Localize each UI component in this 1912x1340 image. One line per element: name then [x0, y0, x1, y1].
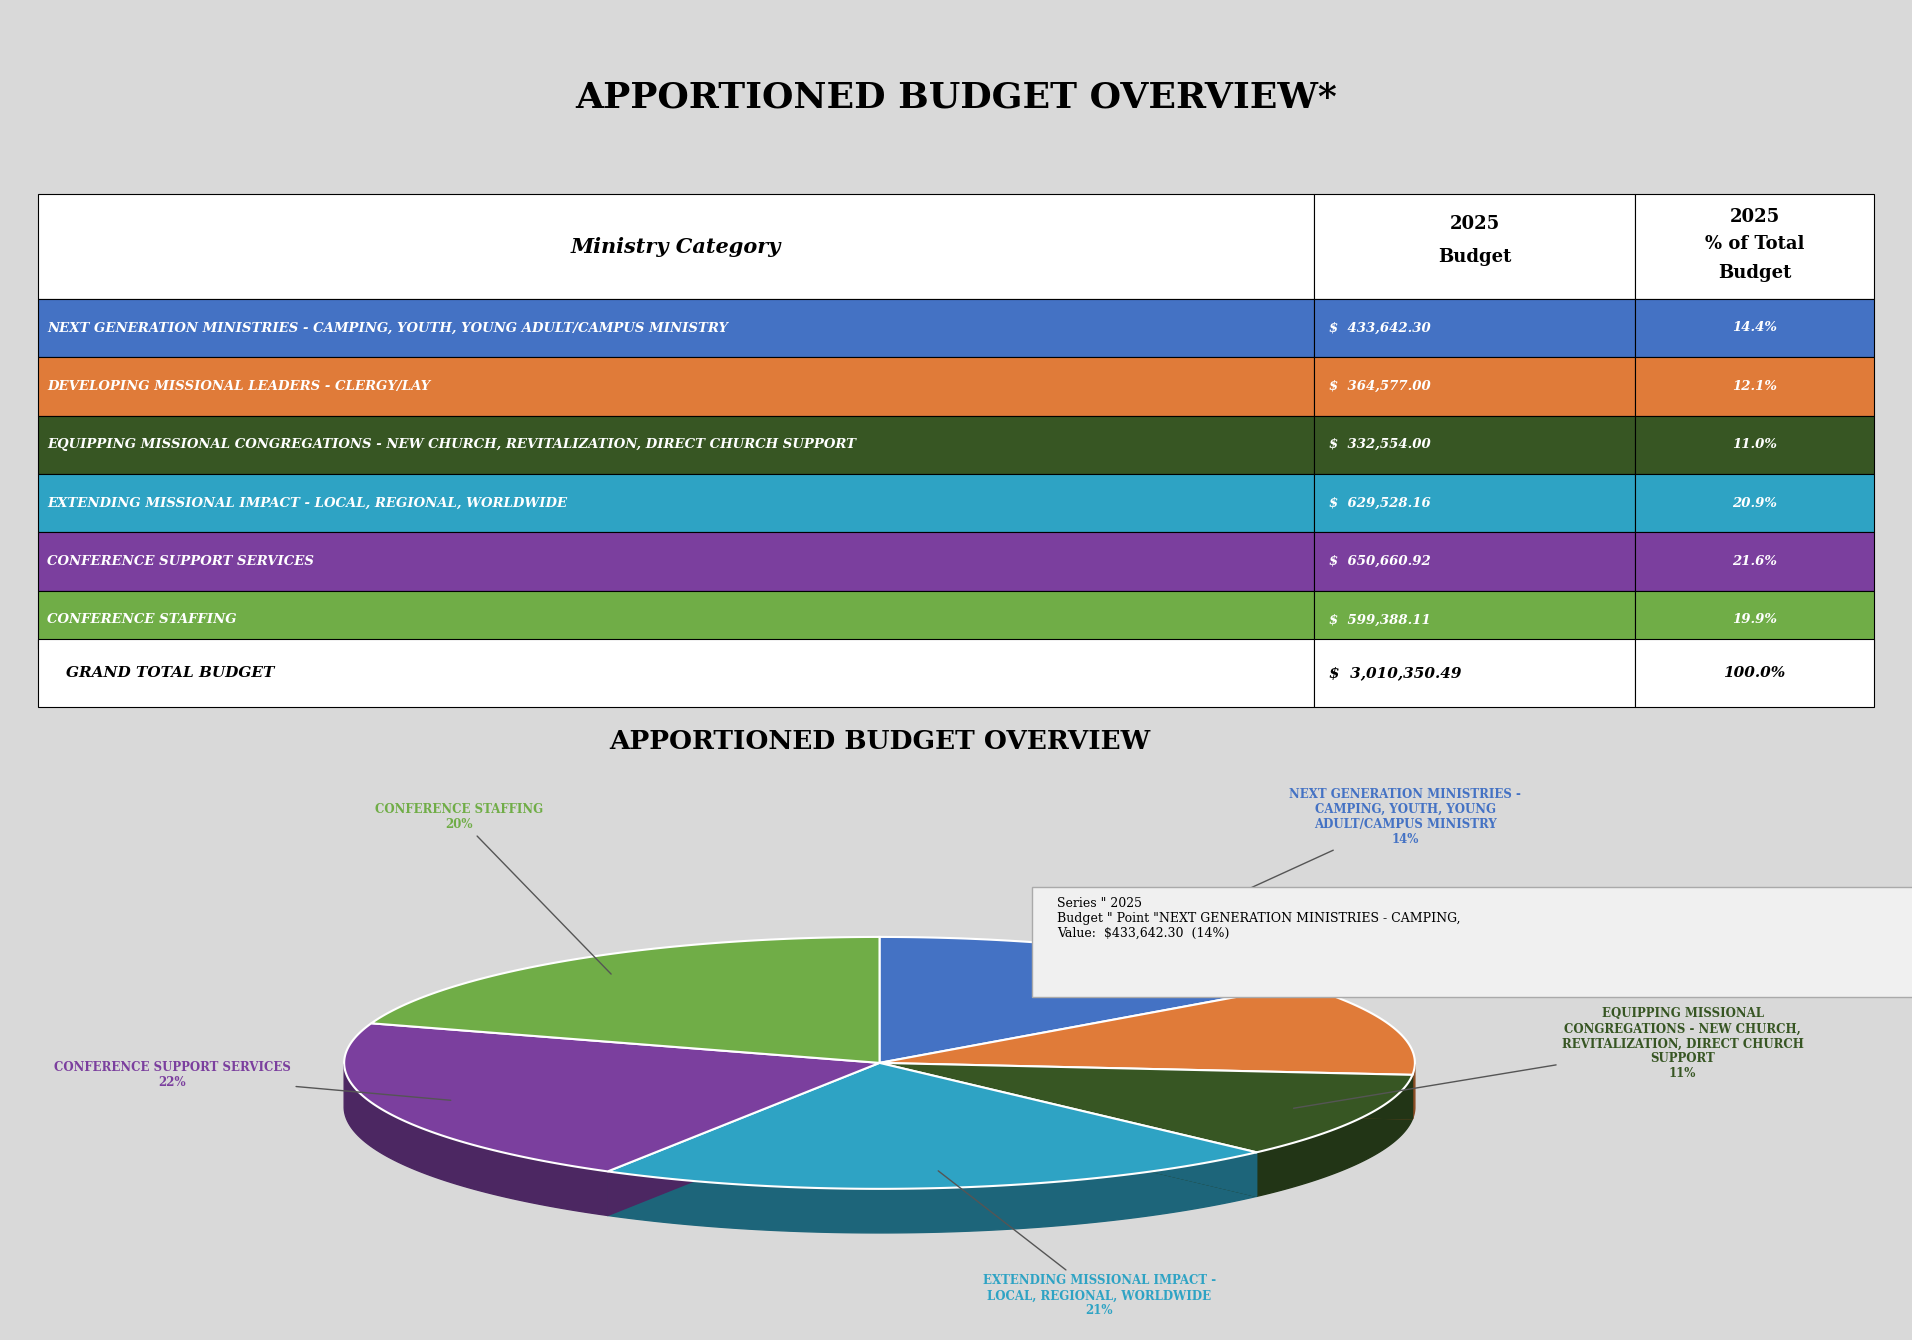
Text: DEVELOPING MISSIONAL LEADERS - CLERGY/LAY: DEVELOPING MISSIONAL LEADERS - CLERGY/LA…: [48, 379, 430, 393]
Bar: [1314, 532, 1635, 591]
Text: CONFERENCE STAFFING
20%: CONFERENCE STAFFING 20%: [375, 803, 612, 974]
Text: EXTENDING MISSIONAL IMPACT - LOCAL, REGIONAL, WORLDWIDE: EXTENDING MISSIONAL IMPACT - LOCAL, REGI…: [48, 497, 568, 509]
Text: 20.9%: 20.9%: [1732, 497, 1776, 509]
Polygon shape: [1256, 1075, 1413, 1197]
Text: $  629,528.16: $ 629,528.16: [1329, 497, 1430, 509]
Polygon shape: [880, 1063, 1256, 1197]
Polygon shape: [608, 1063, 1256, 1189]
Text: GRAND TOTAL BUDGET: GRAND TOTAL BUDGET: [65, 666, 273, 681]
Text: Ministry Category: Ministry Category: [572, 237, 782, 256]
Polygon shape: [608, 1152, 1256, 1233]
Text: NEXT GENERATION MINISTRIES -
CAMPING, YOUTH, YOUNG
ADULT/CAMPUS MINISTRY
14%: NEXT GENERATION MINISTRIES - CAMPING, YO…: [1080, 788, 1522, 965]
Bar: [38, 358, 1314, 415]
FancyBboxPatch shape: [1032, 887, 1912, 997]
Text: 11.0%: 11.0%: [1732, 438, 1776, 452]
Text: 21.6%: 21.6%: [1732, 555, 1776, 568]
Text: $  433,642.30: $ 433,642.30: [1329, 322, 1430, 335]
Polygon shape: [880, 985, 1415, 1075]
Bar: [38, 532, 1314, 591]
Polygon shape: [608, 1063, 880, 1215]
Polygon shape: [880, 1063, 1256, 1197]
Polygon shape: [371, 937, 880, 1063]
Bar: [38, 299, 1314, 358]
Text: $  3,010,350.49: $ 3,010,350.49: [1329, 666, 1461, 681]
Bar: [38, 474, 1314, 532]
Text: 2025: 2025: [1449, 214, 1499, 233]
Text: NEXT GENERATION MINISTRIES - CAMPING, YOUTH, YOUNG ADULT/CAMPUS MINISTRY: NEXT GENERATION MINISTRIES - CAMPING, YO…: [48, 322, 728, 335]
Polygon shape: [880, 1063, 1413, 1119]
Bar: [1635, 299, 1874, 358]
Text: APPORTIONED BUDGET OVERVIEW*: APPORTIONED BUDGET OVERVIEW*: [576, 80, 1336, 114]
Text: $  650,660.92: $ 650,660.92: [1329, 555, 1430, 568]
Bar: [1314, 358, 1635, 415]
Bar: [38, 194, 1314, 299]
Text: 14.4%: 14.4%: [1732, 322, 1776, 335]
Bar: [1314, 474, 1635, 532]
Bar: [1314, 591, 1635, 649]
Text: Budget: Budget: [1438, 248, 1510, 267]
Text: $  599,388.11: $ 599,388.11: [1329, 614, 1430, 626]
Text: CONFERENCE SUPPORT SERVICES
22%: CONFERENCE SUPPORT SERVICES 22%: [54, 1061, 451, 1100]
Text: % of Total: % of Total: [1706, 236, 1805, 253]
Bar: [1314, 299, 1635, 358]
Text: $  332,554.00: $ 332,554.00: [1329, 438, 1430, 452]
Bar: [38, 415, 1314, 474]
Text: EXTENDING MISSIONAL IMPACT -
LOCAL, REGIONAL, WORLDWIDE
21%: EXTENDING MISSIONAL IMPACT - LOCAL, REGI…: [939, 1171, 1216, 1317]
Bar: [38, 639, 1314, 708]
Bar: [1314, 194, 1635, 299]
Text: Budget: Budget: [1717, 264, 1792, 281]
Bar: [38, 591, 1314, 649]
Text: 19.9%: 19.9%: [1732, 614, 1776, 626]
Text: EQUIPPING MISSIONAL CONGREGATIONS - NEW CHURCH, REVITALIZATION, DIRECT CHURCH SU: EQUIPPING MISSIONAL CONGREGATIONS - NEW …: [48, 438, 857, 452]
Bar: [1635, 532, 1874, 591]
Bar: [1635, 194, 1874, 299]
Bar: [1635, 474, 1874, 532]
Polygon shape: [344, 1024, 880, 1171]
Polygon shape: [344, 1064, 608, 1215]
Text: CONFERENCE SUPPORT SERVICES: CONFERENCE SUPPORT SERVICES: [48, 555, 314, 568]
Text: 12.1%: 12.1%: [1732, 379, 1776, 393]
Bar: [1635, 358, 1874, 415]
Bar: [1314, 415, 1635, 474]
Text: EQUIPPING MISSIONAL
CONGREGATIONS - NEW CHURCH,
REVITALIZATION, DIRECT CHURCH
SU: EQUIPPING MISSIONAL CONGREGATIONS - NEW …: [1294, 1008, 1803, 1108]
Polygon shape: [880, 1063, 1413, 1119]
Text: 100.0%: 100.0%: [1723, 666, 1786, 681]
Polygon shape: [880, 937, 1300, 1063]
Text: Series " 2025
Budget " Point "NEXT GENERATION MINISTRIES - CAMPING,
Value:  $433: Series " 2025 Budget " Point "NEXT GENER…: [1057, 898, 1461, 941]
Text: 2025: 2025: [1728, 208, 1780, 226]
Bar: [1635, 639, 1874, 708]
Polygon shape: [880, 1063, 1413, 1152]
Bar: [1635, 591, 1874, 649]
Text: $  364,577.00: $ 364,577.00: [1329, 379, 1430, 393]
Bar: [1635, 415, 1874, 474]
Polygon shape: [1413, 1064, 1415, 1119]
Polygon shape: [608, 1063, 880, 1215]
Bar: [1314, 639, 1635, 708]
Text: CONFERENCE STAFFING: CONFERENCE STAFFING: [48, 614, 237, 626]
Text: APPORTIONED BUDGET OVERVIEW: APPORTIONED BUDGET OVERVIEW: [608, 729, 1151, 754]
